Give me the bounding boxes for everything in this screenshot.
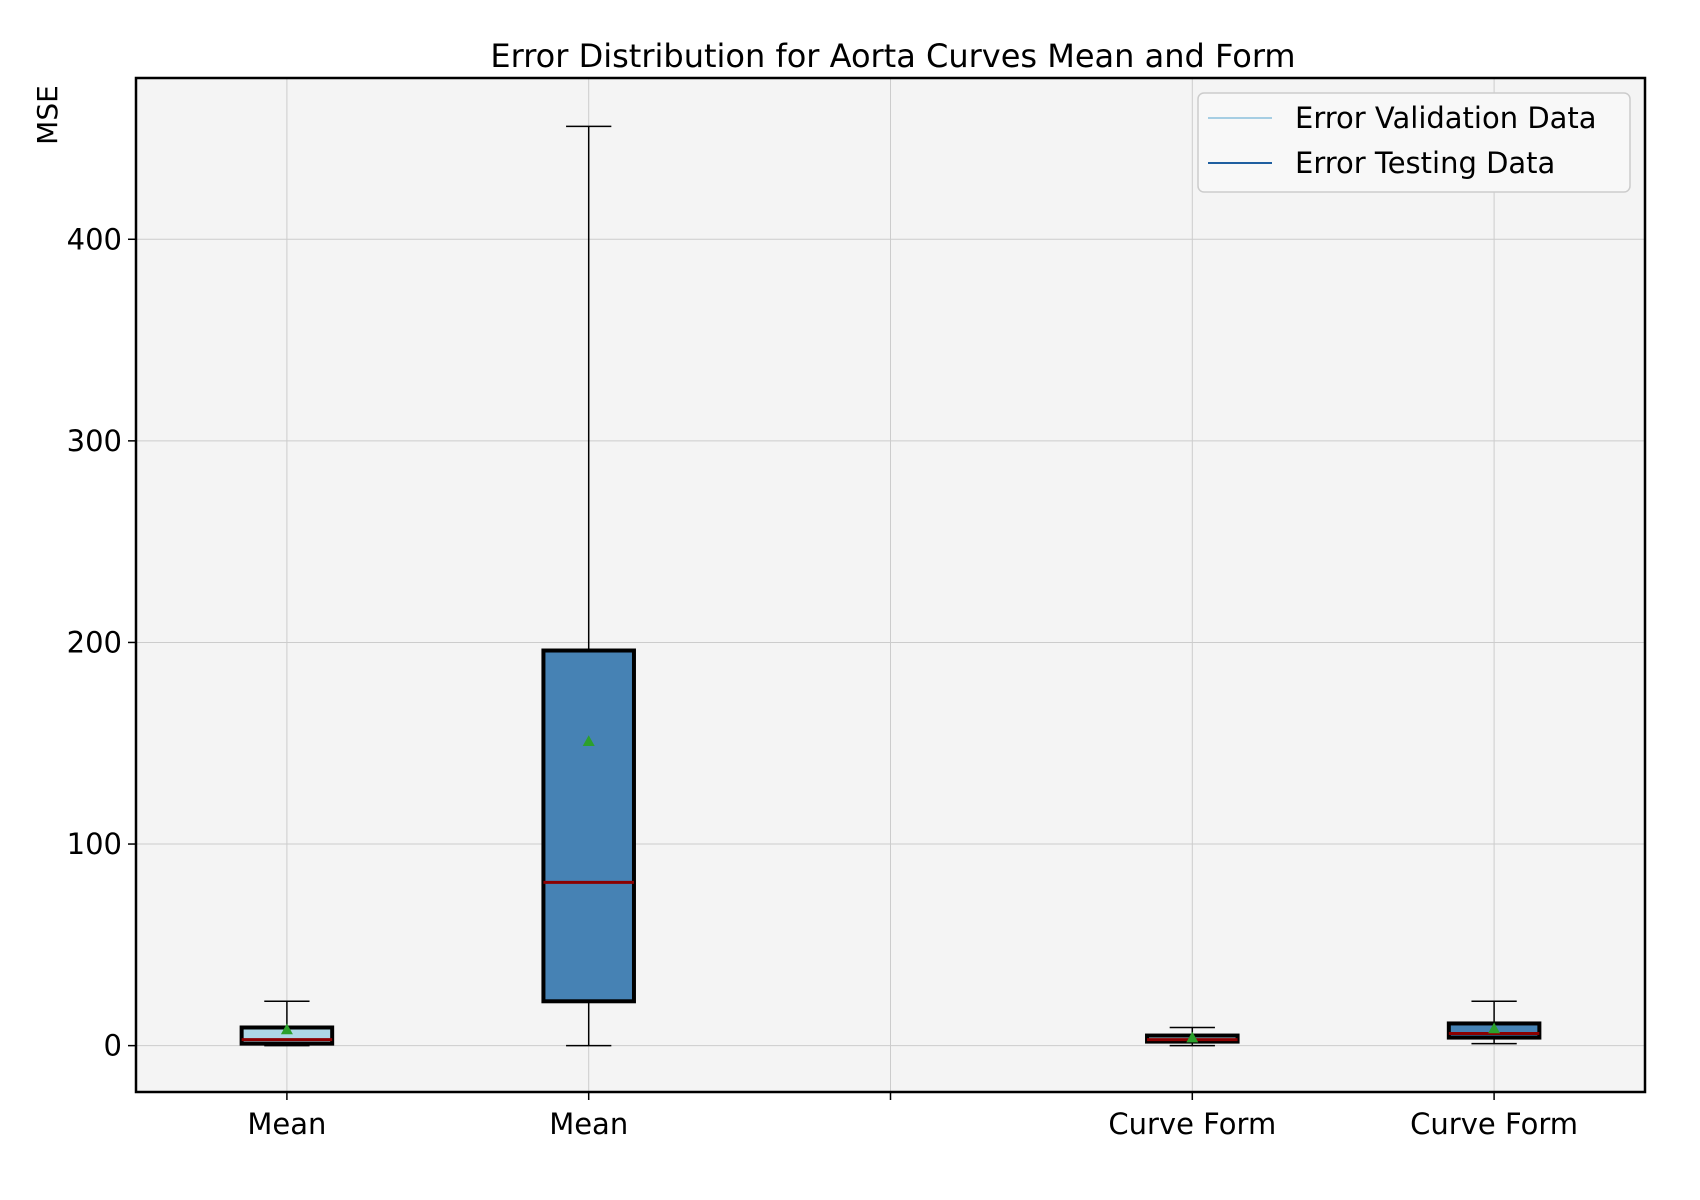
legend-box — [1197, 92, 1631, 193]
box-group — [1446, 1000, 1542, 1045]
legend-label-validation: Error Validation Data — [1295, 101, 1597, 135]
box-group — [541, 125, 636, 1047]
chart-title: Error Distribution for Aorta Curves Mean… — [490, 37, 1295, 75]
box-group — [239, 1000, 335, 1047]
legend: Error Validation Data Error Testing Data — [1197, 92, 1631, 193]
legend-label-testing: Error Testing Data — [1295, 146, 1555, 180]
box-group — [1145, 1026, 1240, 1047]
x-tick-label: Mean — [549, 1107, 628, 1141]
y-tick-label: 400 — [67, 222, 122, 256]
box-body — [541, 648, 636, 1004]
y-axis-label: MSE — [31, 85, 64, 145]
mean-marker — [1186, 1031, 1199, 1043]
x-tick-label: Curve Form — [1108, 1107, 1276, 1141]
x-tick-label: Mean — [247, 1107, 326, 1141]
mean-marker — [582, 735, 595, 747]
y-tick-label: 300 — [67, 424, 122, 458]
boxes-layer — [239, 125, 1542, 1047]
y-tick-label: 100 — [67, 827, 122, 861]
y-tick-label: 200 — [67, 625, 122, 659]
x-tick-label: Curve Form — [1410, 1107, 1578, 1141]
mean-marker — [280, 1023, 293, 1035]
y-axis-ticks: 0 100 200 300 400 — [67, 222, 136, 1063]
x-axis-ticks: Mean Mean Curve Form Curve Form — [247, 1092, 1578, 1141]
mean-marker — [1488, 1022, 1501, 1034]
y-tick-label: 0 — [104, 1029, 122, 1063]
